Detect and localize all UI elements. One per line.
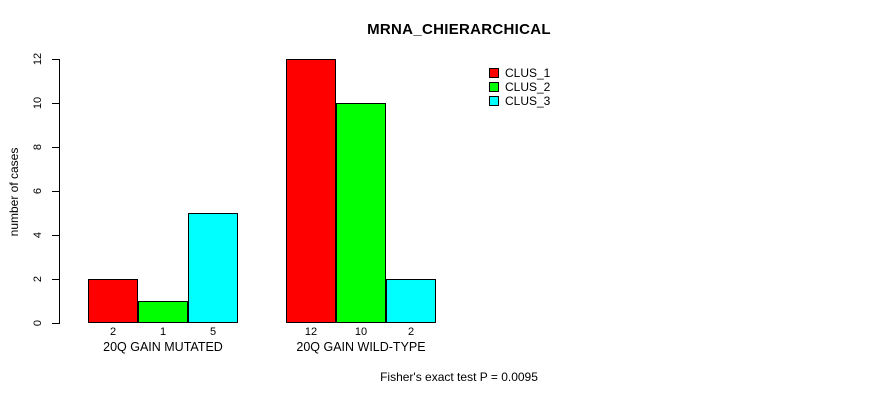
chart-title: MRNA_CHIERARCHICAL	[367, 21, 551, 38]
y-axis-line	[59, 59, 60, 324]
bar-clus_1-group2	[286, 59, 336, 323]
legend-label: CLUS_1	[505, 66, 551, 80]
bar-value-label: 5	[209, 326, 217, 338]
y-axis-tick-label: 4	[32, 231, 44, 239]
bar-clus_3-group2	[386, 279, 436, 323]
annotation-text: Fisher's exact test P = 0.0095	[380, 370, 538, 384]
x-axis-category-label: 20Q GAIN MUTATED	[103, 340, 223, 354]
legend-label: CLUS_3	[505, 94, 551, 108]
legend-label: CLUS_2	[505, 80, 551, 94]
y-axis-tick-label: 8	[32, 143, 44, 151]
legend-swatch-clus_1	[489, 68, 499, 78]
legend-item: CLUS_1	[489, 66, 550, 80]
y-axis-tick-mark	[52, 59, 59, 60]
legend-item: CLUS_3	[489, 94, 550, 108]
y-axis-tick-mark	[52, 279, 59, 280]
y-axis-tick-mark	[52, 147, 59, 148]
bar-value-label: 2	[109, 326, 117, 338]
bar-clus_2-group2	[336, 103, 386, 323]
bar-value-label: 10	[354, 326, 368, 338]
legend: CLUS_1 CLUS_2 CLUS_3	[489, 66, 550, 108]
y-axis-tick-label: 12	[32, 52, 44, 66]
y-axis-tick-label: 6	[32, 187, 44, 195]
y-axis-tick-label: 2	[32, 275, 44, 283]
y-axis-tick-mark	[52, 103, 59, 104]
legend-item: CLUS_2	[489, 80, 550, 94]
legend-swatch-clus_2	[489, 82, 499, 92]
bar-value-label: 2	[407, 326, 415, 338]
bar-value-label: 12	[304, 326, 318, 338]
y-axis-tick-mark	[52, 191, 59, 192]
bar-clus_1-group1	[88, 279, 138, 323]
y-axis-label: number of cases	[7, 147, 21, 237]
bar-clus_3-group1	[188, 213, 238, 323]
y-axis-tick-mark	[52, 235, 59, 236]
y-axis-tick-mark	[52, 323, 59, 324]
legend-swatch-clus_3	[489, 96, 499, 106]
y-axis-tick-label: 0	[32, 319, 44, 327]
bar-clus_2-group1	[138, 301, 188, 323]
y-axis-tick-label: 10	[32, 96, 44, 110]
bar-value-label: 1	[159, 326, 167, 338]
x-axis-category-label: 20Q GAIN WILD-TYPE	[296, 340, 426, 354]
